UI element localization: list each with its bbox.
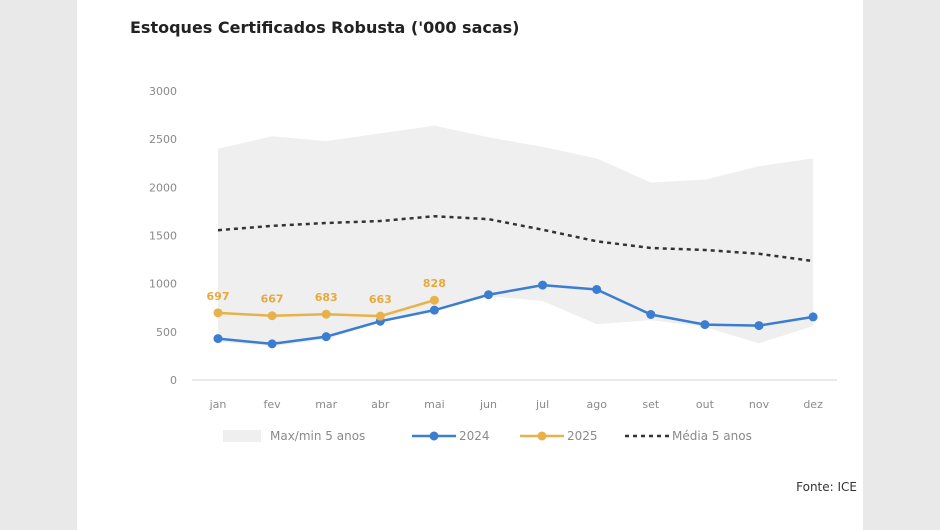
x-tick-label: nov (749, 398, 770, 411)
series-2024-point (484, 290, 493, 300)
x-tick-label: mai (424, 398, 445, 411)
x-tick-label: abr (371, 398, 390, 411)
legend-label-band: Max/min 5 anos (270, 429, 365, 443)
series-2024-point (267, 339, 277, 349)
x-tick-label: dez (803, 398, 823, 411)
x-tick-label: jun (479, 398, 497, 411)
chart-title: Estoques Certificados Robusta ('000 saca… (130, 18, 520, 37)
x-tick-label: out (696, 398, 715, 411)
series-m-dia-5-anos-line (217, 214, 814, 263)
y-tick-label: 2000 (149, 181, 177, 194)
series-2024-point (321, 332, 331, 342)
x-tick-label: jul (535, 398, 549, 411)
series-2025-data-label: 663 (369, 293, 392, 306)
x-tick-label: fev (264, 398, 282, 411)
y-tick-label: 2500 (149, 133, 177, 146)
x-tick-label: mar (315, 398, 337, 411)
legend-2025-label: 2025 (567, 429, 598, 443)
x-tick-label: jan (209, 398, 227, 411)
y-tick-label: 500 (156, 326, 177, 339)
legend-swatch-band (223, 430, 261, 442)
x-tick-label: ago (586, 398, 607, 411)
series-2024-point (808, 312, 818, 322)
legend-2024-marker (429, 431, 439, 441)
legend-2024-label: 2024 (459, 429, 490, 443)
x-tick-label: set (642, 398, 659, 411)
series-2025-point (429, 295, 439, 305)
legend-2025-marker (537, 431, 547, 441)
y-tick-label: 1000 (149, 278, 177, 291)
series-2025-data-label: 683 (315, 291, 338, 304)
y-tick-label: 3000 (149, 85, 177, 98)
band-max-min-5-anos (218, 125, 814, 347)
source-note: Fonte: ICE (796, 480, 857, 494)
series-2024-point (538, 280, 548, 290)
chart-svg: 0 500 1000 1500 2000 2500 3000 jan fev mar abr mai j… (149, 85, 837, 443)
y-tick-label: 1500 (149, 230, 177, 243)
series-2024-point (646, 309, 656, 319)
series-2025-point (267, 311, 277, 321)
y-tick-label: 0 (170, 374, 177, 387)
series-2024-point (754, 321, 764, 331)
series-2025-data-label: 667 (261, 293, 284, 306)
series-2024-line (217, 283, 814, 346)
chart-card: Estoques Certificados Robusta ('000 saca… (77, 0, 863, 530)
series-2025-point (213, 308, 223, 318)
series-2024-point (592, 284, 602, 294)
legend-m-dia-5-anos-label: Média 5 anos (672, 429, 752, 443)
series-2024-point (700, 320, 710, 330)
series-2024-point (429, 305, 439, 315)
series-2025-data-label: 828 (423, 277, 446, 290)
series-2025-data-label: 697 (207, 290, 230, 303)
series-2025-point (375, 311, 385, 321)
series-2025-point (321, 309, 331, 319)
series-2024-point (213, 334, 223, 344)
